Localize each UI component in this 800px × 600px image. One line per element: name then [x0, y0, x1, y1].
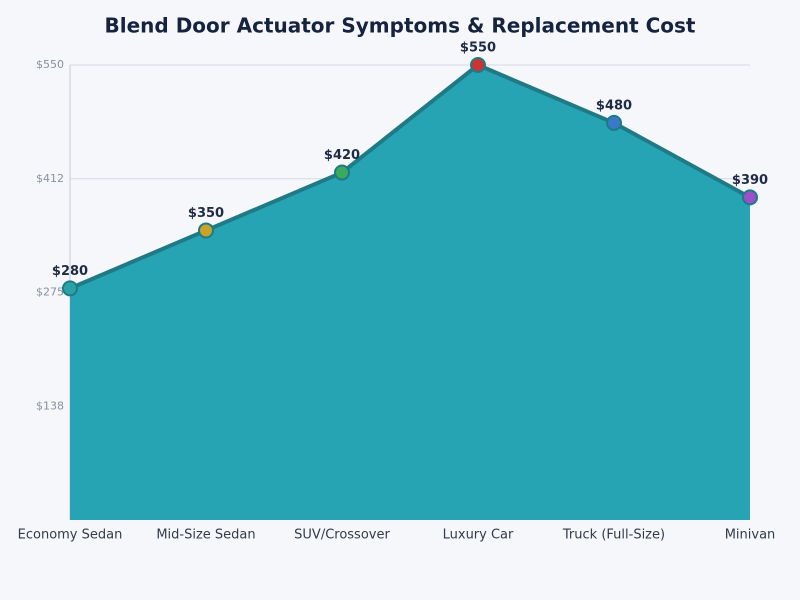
x-tick-label: Mid-Size Sedan — [156, 528, 255, 543]
point — [334, 164, 350, 181]
point — [606, 114, 622, 131]
point — [470, 57, 486, 73]
line — [69, 63, 751, 291]
x-tick-label: Truck (Full-Size) — [562, 528, 665, 543]
point — [742, 189, 758, 206]
x-tick-label: Economy Sedan — [18, 528, 123, 543]
x-tick-label: SUV/Crossover — [294, 528, 390, 543]
y-tick-label: $412 — [36, 172, 64, 185]
value-label: $550 — [460, 41, 496, 56]
y-tick-label: $275 — [36, 286, 64, 299]
value-label: $420 — [324, 148, 360, 163]
y-tick-label: $138 — [36, 399, 64, 412]
area — [70, 65, 750, 520]
point — [62, 280, 78, 297]
chart-title: Blend Door Actuator Symptoms & Replaceme… — [105, 14, 696, 38]
value-label: $480 — [596, 98, 632, 113]
x-tick-label: Minivan — [725, 528, 776, 543]
value-label: $280 — [52, 264, 88, 279]
y-tick-label: $550 — [36, 58, 64, 71]
value-label: $350 — [188, 206, 224, 221]
value-label: $390 — [732, 173, 768, 188]
x-tick-label: Luxury Car — [443, 528, 514, 543]
point — [198, 222, 214, 239]
